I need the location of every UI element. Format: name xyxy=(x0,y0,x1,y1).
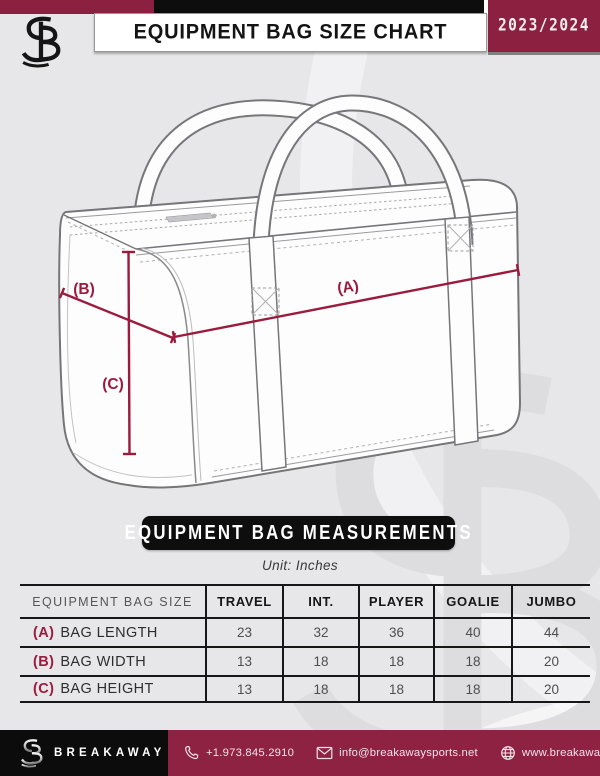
phone-icon xyxy=(185,746,199,760)
website-url: www.breakawaysports.net xyxy=(521,747,600,759)
dim-label-length: (A) xyxy=(336,277,360,297)
season-badge-label: 2023/2024 xyxy=(497,16,591,36)
table-cell: 40 xyxy=(433,617,511,646)
table-cell: 44 xyxy=(511,617,590,646)
table-cell: 18 xyxy=(358,675,433,703)
bag-strap-right xyxy=(444,216,479,446)
table-header-jumbo: JUMBO xyxy=(511,584,590,617)
table-header-int: INT. xyxy=(282,584,358,617)
top-accent-bar-maroon xyxy=(0,0,154,14)
size-table: EQUIPMENT BAG SIZE TRAVEL INT. PLAYER GO… xyxy=(20,584,590,703)
brand-name: BREAKAWAY xyxy=(54,747,166,759)
table-cell: 18 xyxy=(282,675,358,703)
dim-label-width: (B) xyxy=(73,281,95,298)
row-label-text: BAG HEIGHT xyxy=(60,681,154,697)
table-cell: 32 xyxy=(282,617,358,646)
table-cell: 20 xyxy=(511,646,590,675)
row-label-text: BAG WIDTH xyxy=(60,653,147,670)
footer: BREAKAWAY +1.973.845.2910 info@breakaway… xyxy=(0,730,600,776)
bag-diagram: (A) (B) (C) xyxy=(58,94,521,489)
table-cell: 18 xyxy=(282,646,358,675)
table-row-label: (A) BAG LENGTH xyxy=(20,617,205,646)
globe-icon xyxy=(500,746,515,760)
table-cell: 36 xyxy=(358,617,433,646)
envelope-icon xyxy=(316,746,333,760)
season-badge: 2023/2024 xyxy=(488,0,600,52)
dimension-lines xyxy=(58,250,521,456)
table-cell: 18 xyxy=(433,675,511,703)
top-accent-bar-black xyxy=(154,0,484,14)
table-row-label: (C) BAG HEIGHT xyxy=(20,675,205,703)
contact-phone: +1.973.845.2910 xyxy=(184,745,294,761)
footer-brand-block: BREAKAWAY xyxy=(0,730,168,776)
row-key: (A) xyxy=(33,624,55,641)
table-cell: 18 xyxy=(433,646,511,675)
table-cell: 13 xyxy=(205,675,282,703)
table-header-player: PLAYER xyxy=(358,584,433,617)
table-header-goalie: GOALIE xyxy=(433,584,511,617)
top-accent-bar-gap xyxy=(484,0,489,14)
table-cell: 23 xyxy=(205,617,282,646)
measurements-banner: EQUIPMENT BAG MEASUREMENTS xyxy=(124,516,470,550)
bag-body xyxy=(58,178,521,489)
contact-website: www.breakawaysports.net xyxy=(500,745,600,761)
row-key: (B) xyxy=(33,653,55,670)
dim-label-height: (C) xyxy=(102,376,124,393)
row-label-text: BAG LENGTH xyxy=(60,624,158,641)
row-key: (C) xyxy=(33,681,55,697)
table-row-label: (B) BAG WIDTH xyxy=(20,646,205,675)
breakaway-b-logo-icon xyxy=(20,739,43,768)
table-cell: 20 xyxy=(511,675,590,703)
phone-number: +1.973.845.2910 xyxy=(206,747,295,759)
table-header-size: EQUIPMENT BAG SIZE xyxy=(20,584,205,617)
title-box: EQUIPMENT BAG SIZE CHART xyxy=(94,13,487,52)
footer-contact-block: +1.973.845.2910 info@breakawaysports.net… xyxy=(168,730,600,776)
email-address: info@breakawaysports.net xyxy=(339,747,478,759)
contact-email: info@breakawaysports.net xyxy=(316,746,478,760)
breakaway-b-logo-icon xyxy=(20,15,65,68)
measurements-banner-label: EQUIPMENT BAG MEASUREMENTS xyxy=(124,521,473,544)
page-title: EQUIPMENT BAG SIZE CHART xyxy=(133,20,448,44)
table-cell: 18 xyxy=(358,646,433,675)
unit-label: Unit: Inches xyxy=(261,558,339,573)
table-cell: 13 xyxy=(205,646,282,675)
table-header-travel: TRAVEL xyxy=(205,584,282,617)
